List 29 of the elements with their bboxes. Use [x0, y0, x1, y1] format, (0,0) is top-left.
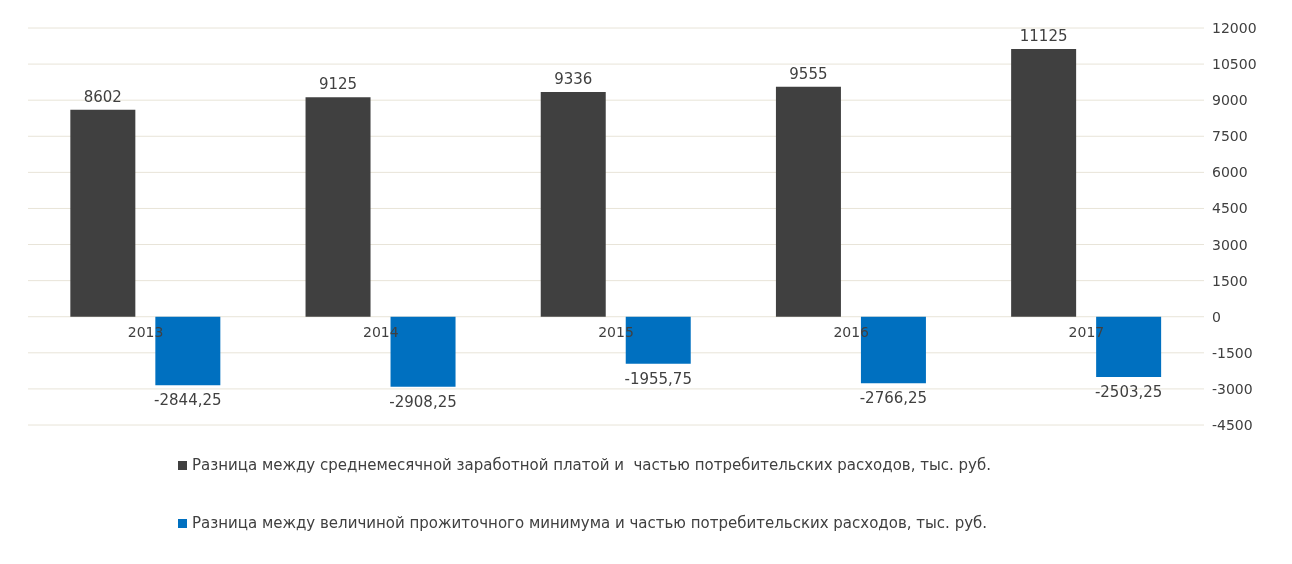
y-tick-label: 12000 — [1212, 19, 1257, 36]
y-tick-label: 1500 — [1212, 272, 1248, 289]
bar — [1011, 49, 1077, 317]
data-label: 9125 — [318, 75, 358, 94]
data-label: -2908,25 — [389, 392, 457, 411]
data-label: -2766,25 — [859, 389, 928, 408]
y-tick-label: 4500 — [1212, 200, 1248, 217]
bar — [540, 92, 606, 317]
data-label: 9336 — [554, 70, 593, 89]
data-label: 11125 — [1019, 27, 1068, 46]
y-tick-label: 10500 — [1212, 56, 1257, 73]
legend-label: Разница между среднемесячной заработной платой и частью потребительских расходов, тыс. руб. — [192, 456, 992, 474]
bar — [305, 97, 371, 317]
y-tick-label: 9000 — [1212, 92, 1248, 109]
y-tick-label: 3000 — [1212, 236, 1248, 253]
data-label: -2503,25 — [1094, 382, 1163, 401]
bar — [70, 109, 136, 317]
bar — [775, 86, 841, 317]
y-tick-label: 0 — [1212, 308, 1221, 325]
data-label: -1955,75 — [624, 369, 692, 388]
y-tick-label: 7500 — [1212, 128, 1248, 145]
y-tick-label: -3000 — [1212, 380, 1253, 397]
y-tick-label: 6000 — [1212, 164, 1248, 181]
data-label: 9555 — [789, 64, 828, 83]
legend-label: Разница между величиной прожиточного минимума и частью потребительских расходов, тыс. руб. — [192, 514, 988, 532]
y-tick-label: -4500 — [1212, 416, 1253, 433]
data-label: 8602 — [83, 87, 122, 106]
data-label: -2844,25 — [154, 391, 222, 410]
y-tick-label: -1500 — [1212, 344, 1253, 361]
